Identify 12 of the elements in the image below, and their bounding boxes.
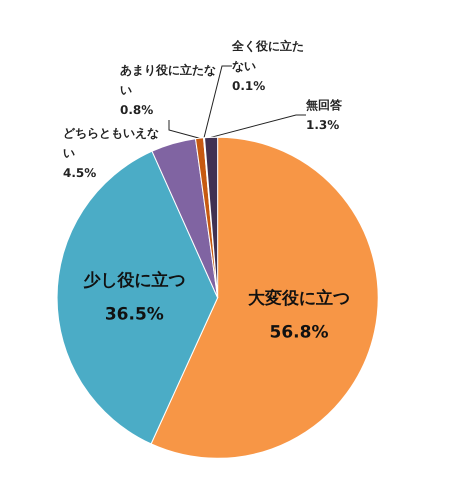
slice-label: あまり役に立たない xyxy=(120,63,216,97)
data-label: 36.5% xyxy=(104,304,164,324)
data-label: 0.8% xyxy=(120,103,154,117)
slice-label: 全く役に立たない xyxy=(231,39,304,73)
slice-label: どちらともいえない xyxy=(63,126,159,160)
data-label: 1.3% xyxy=(306,118,340,132)
data-label: 4.5% xyxy=(63,166,96,180)
slice-label: 大変役に立つ xyxy=(248,288,350,308)
slice-label: 少し役に立つ xyxy=(83,270,186,290)
slice-label: 無回答 xyxy=(305,98,343,112)
data-label: 56.8% xyxy=(270,322,328,342)
data-label: 0.1% xyxy=(232,79,266,93)
